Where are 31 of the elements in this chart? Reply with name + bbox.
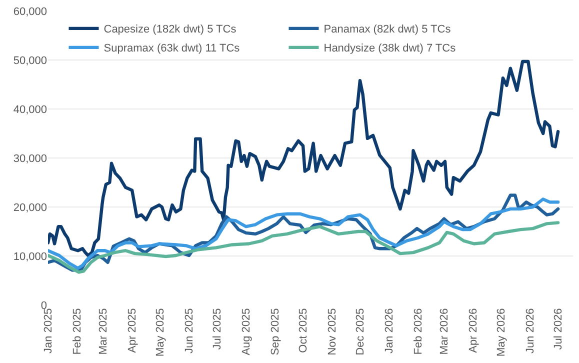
x-tick-label: Jul 2025 [212, 308, 224, 350]
x-tick-label: May 2025 [154, 308, 167, 357]
x-tick-label: Jun 2025 [184, 308, 196, 354]
x-tick-label: Jan 2025 [42, 308, 55, 354]
y-tick-label: 10,000 [13, 250, 47, 263]
legend-label: Supramax (63k dwt) 11 TCs [104, 42, 240, 55]
x-tick-label: Apr 2026 [468, 308, 480, 353]
y-tick-label: 60,000 [13, 6, 47, 18]
x-tick-label: Nov 2025 [326, 308, 339, 356]
legend-label: Panamax (82k dwt) 5 TCs [324, 24, 452, 36]
line-series [48, 60, 560, 258]
x-tick-label: Dec 2025 [354, 308, 367, 356]
legend-label: Handysize (38k dwt) 7 TCs [324, 42, 456, 55]
y-tick-label: 30,000 [13, 152, 47, 165]
x-tick-label: Feb 2025 [72, 308, 84, 355]
x-tick-label: Apr 2025 [126, 308, 139, 353]
y-tick-label: 20,000 [13, 202, 47, 214]
y-tick-label: 50,000 [13, 54, 47, 67]
x-tick-label: Mar 2025 [98, 308, 110, 355]
x-tick-label: Jan 2026 [384, 308, 396, 354]
line-series [48, 221, 560, 274]
x-tick-label: Aug 2025 [240, 308, 253, 356]
x-tick-label: May 2026 [496, 308, 508, 357]
legend-label: Capesize (182k dwt) 5 TCs [104, 24, 237, 36]
x-tick-label: Mar 2026 [438, 308, 451, 355]
x-tick-label: Oct 2025 [298, 308, 310, 353]
x-tick-label: Feb 2026 [412, 308, 425, 355]
y-tick-label: 40,000 [13, 104, 47, 116]
x-tick-label: Sep 2025 [270, 308, 282, 356]
x-tick-label: Jun 2026 [524, 308, 537, 354]
x-tick-label: Jul 2026 [552, 308, 565, 350]
